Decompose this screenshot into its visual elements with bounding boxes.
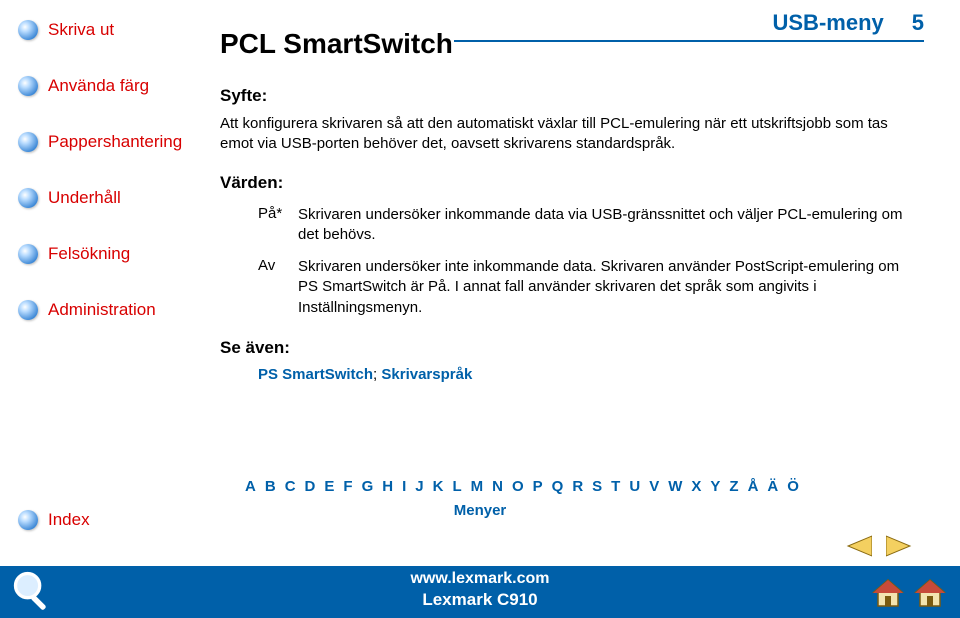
index-letter[interactable]: Å bbox=[748, 478, 759, 495]
sidebar-item-label: Administration bbox=[48, 300, 156, 320]
index-letter[interactable]: Y bbox=[710, 478, 720, 495]
link-skrivarsprak[interactable]: Skrivarspråk bbox=[381, 366, 472, 383]
home-icons bbox=[870, 576, 948, 612]
bullet-icon bbox=[18, 20, 38, 40]
varden-label: Värden: bbox=[220, 173, 924, 193]
syfte-label: Syfte: bbox=[220, 86, 924, 106]
main-content: PCL SmartSwitch Syfte: Att konfigurera s… bbox=[220, 28, 924, 383]
index-letter[interactable]: X bbox=[691, 478, 701, 495]
bullet-icon bbox=[18, 300, 38, 320]
index-letter[interactable]: W bbox=[668, 478, 682, 495]
index-letter[interactable]: Ä bbox=[767, 478, 778, 495]
footer: www.lexmark.com Lexmark C910 bbox=[0, 566, 960, 618]
index-letter[interactable]: Ö bbox=[787, 478, 799, 495]
syfte-text: Att konfigurera skrivaren så att den aut… bbox=[220, 114, 924, 155]
index-letter[interactable]: A bbox=[245, 478, 256, 495]
index-letter[interactable]: M bbox=[471, 478, 484, 495]
bullet-icon bbox=[18, 76, 38, 96]
bullet-icon bbox=[18, 132, 38, 152]
sidebar-item-felsokning[interactable]: Felsökning bbox=[18, 244, 203, 264]
value-code: På* bbox=[220, 205, 298, 246]
index-letter[interactable]: K bbox=[433, 478, 444, 495]
see-also-label: Se även: bbox=[220, 338, 924, 358]
value-row: Av Skrivaren undersöker inte inkommande … bbox=[220, 257, 924, 318]
index-letters: ABCDEFGHIJKLMNOPQRSTUVWXYZÅÄÖ bbox=[245, 478, 924, 495]
page-nav bbox=[844, 534, 914, 558]
index-letter[interactable]: U bbox=[629, 478, 640, 495]
value-desc: Skrivaren undersöker inte inkommande dat… bbox=[298, 257, 924, 318]
home-icon[interactable] bbox=[912, 576, 948, 612]
footer-url[interactable]: www.lexmark.com bbox=[0, 570, 960, 588]
prev-page-button[interactable] bbox=[844, 534, 872, 558]
link-menyer[interactable]: Menyer bbox=[0, 502, 960, 519]
sidebar-item-label: Felsökning bbox=[48, 244, 130, 264]
index-letter[interactable]: P bbox=[533, 478, 543, 495]
index-letter[interactable]: D bbox=[305, 478, 316, 495]
index-letter[interactable]: F bbox=[343, 478, 352, 495]
index-letter[interactable]: I bbox=[402, 478, 406, 495]
index-letter[interactable]: T bbox=[611, 478, 620, 495]
sidebar-item-label: Pappershantering bbox=[48, 132, 182, 152]
link-ps-smartswitch[interactable]: PS SmartSwitch bbox=[258, 366, 373, 383]
footer-model: Lexmark C910 bbox=[0, 590, 960, 610]
index-letter[interactable]: J bbox=[415, 478, 423, 495]
bullet-icon bbox=[18, 188, 38, 208]
index-letter[interactable]: S bbox=[592, 478, 602, 495]
value-desc: Skrivaren undersöker inkommande data via… bbox=[298, 205, 924, 246]
search-icon[interactable] bbox=[10, 568, 54, 612]
sidebar-item-label: Använda färg bbox=[48, 76, 149, 96]
topic-title: PCL SmartSwitch bbox=[220, 28, 924, 60]
sidebar: Skriva ut Använda färg Pappershantering … bbox=[18, 20, 203, 566]
sidebar-item-underhall[interactable]: Underhåll bbox=[18, 188, 203, 208]
home-icon[interactable] bbox=[870, 576, 906, 612]
sidebar-item-administration[interactable]: Administration bbox=[18, 300, 203, 320]
bullet-icon bbox=[18, 244, 38, 264]
index-letter[interactable]: Z bbox=[729, 478, 738, 495]
see-also-links: PS SmartSwitch; Skrivarspråk bbox=[258, 366, 924, 383]
index-letter[interactable]: N bbox=[492, 478, 503, 495]
sidebar-item-skriva-ut[interactable]: Skriva ut bbox=[18, 20, 203, 40]
value-row: På* Skrivaren undersöker inkommande data… bbox=[220, 205, 924, 246]
index-letter[interactable]: H bbox=[382, 478, 393, 495]
index-letter[interactable]: C bbox=[285, 478, 296, 495]
sidebar-item-label: Skriva ut bbox=[48, 20, 114, 40]
index-letter[interactable]: O bbox=[512, 478, 524, 495]
index-letter[interactable]: E bbox=[324, 478, 334, 495]
index-letter[interactable]: L bbox=[452, 478, 461, 495]
index-letter[interactable]: R bbox=[572, 478, 583, 495]
index-letter[interactable]: B bbox=[265, 478, 276, 495]
index-letter[interactable]: Q bbox=[552, 478, 564, 495]
sidebar-item-label: Underhåll bbox=[48, 188, 121, 208]
index-letter[interactable]: V bbox=[649, 478, 659, 495]
index-letter[interactable]: G bbox=[362, 478, 374, 495]
next-page-button[interactable] bbox=[886, 534, 914, 558]
sidebar-item-pappershantering[interactable]: Pappershantering bbox=[18, 132, 203, 152]
sidebar-item-anvanda-farg[interactable]: Använda färg bbox=[18, 76, 203, 96]
value-code: Av bbox=[220, 257, 298, 318]
